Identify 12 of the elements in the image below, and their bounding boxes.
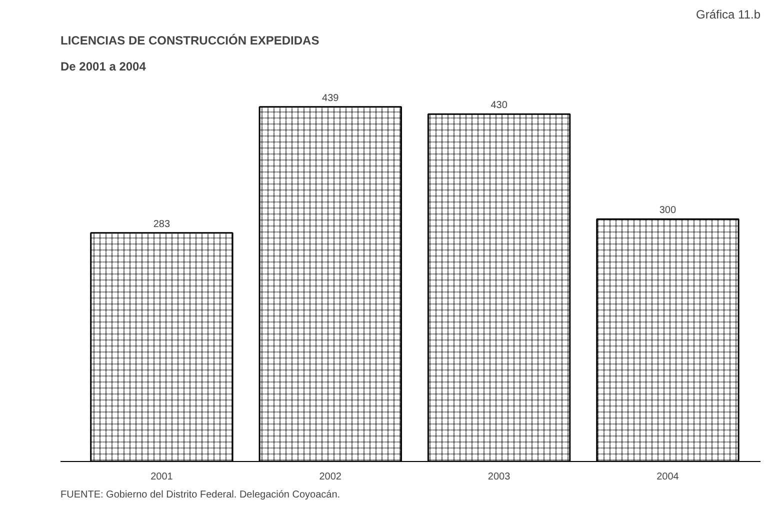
x-tick-label: 2002 <box>319 472 342 482</box>
x-tick-label: 2003 <box>488 472 511 482</box>
source-note: FUENTE: Gobierno del Distrito Federal. Delegación Coyoacán. <box>60 490 340 500</box>
x-tick-label: 2004 <box>656 472 680 482</box>
chart-subtitle: De 2001 a 2004 <box>60 60 146 74</box>
text: Gráfica 11.b <box>696 8 761 22</box>
x-tick-label: 2001 <box>150 472 174 482</box>
data-label: 283 <box>153 218 170 230</box>
data-label: 439 <box>322 92 340 104</box>
data-label: 300 <box>659 205 677 216</box>
chart-title: LICENCIAS DE CONSTRUCCIÓN EXPEDIDAS <box>60 34 320 48</box>
data-label: 430 <box>490 100 508 112</box>
